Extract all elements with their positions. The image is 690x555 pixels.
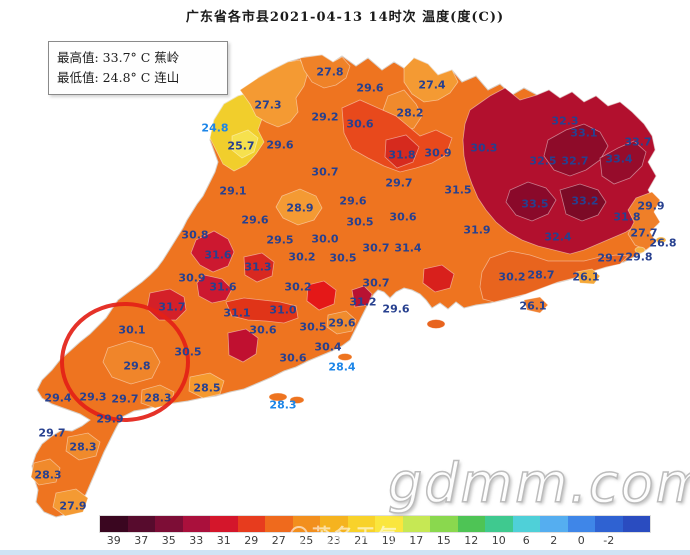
- region-crimson-w2: [196, 274, 233, 304]
- colorbar-tick-label: 23: [326, 534, 341, 547]
- colorbar-tick-label: 12: [464, 534, 479, 547]
- colorbar-ticks: 39 37 35 33 31 29 27 25 23 21 19 17 15 12 10 6 2 0 -2: [100, 534, 650, 547]
- colorbar-segment: [292, 516, 320, 532]
- region-se-coast: [479, 250, 629, 303]
- colorbar-tick-label: 21: [354, 534, 369, 547]
- colorbar-tick-label: 39: [106, 534, 121, 547]
- colorbar-tick-label: 0: [577, 534, 585, 547]
- colorbar-segment: [100, 516, 128, 532]
- region-dark-red-estuary: [351, 285, 373, 308]
- max-value-line: 最高值: 33.7° C 蕉岭: [57, 50, 180, 65]
- colorbar-tick-label: 33: [189, 534, 204, 547]
- bottom-edge-strip: [0, 550, 690, 555]
- island-east1: [634, 246, 646, 254]
- region-red-310: [225, 297, 299, 324]
- colorbar-tick-label: 27: [271, 534, 286, 547]
- colorbar-segment: [347, 516, 375, 532]
- colorbar-tick-label: -2: [603, 534, 615, 547]
- island-sw2: [289, 396, 305, 404]
- region-red-band: [341, 99, 453, 173]
- region-pale-yellow: [231, 129, 259, 159]
- annotation-circle: [60, 302, 190, 422]
- colorbar-segment: [320, 516, 348, 532]
- colorbar-segment: [237, 516, 265, 532]
- colorbar-tick-label: 6: [522, 534, 530, 547]
- colorbar-segment: [595, 516, 623, 532]
- region-red-313: [243, 252, 275, 283]
- colorbar-cells: [100, 516, 650, 532]
- region-peninsula-279: [52, 488, 89, 517]
- island-east2: [655, 236, 667, 244]
- island-estuary: [426, 319, 446, 329]
- colorbar-tick-label: 19: [381, 534, 396, 547]
- colorbar-segment: [265, 516, 293, 532]
- colorbar-tick-label: 2: [550, 534, 558, 547]
- region-crimson-w1: [190, 230, 235, 273]
- colorbar-segment: [402, 516, 430, 532]
- region-east-coast-orange: [627, 191, 661, 251]
- region-red-318: [384, 134, 420, 169]
- page-title: 广东省各市县2021-04-13 14时次 温度(度(C)): [185, 10, 505, 25]
- region-red-east-delta: [422, 264, 455, 293]
- region-dark-red-sw: [227, 328, 259, 363]
- region-light-orange-n: [403, 57, 459, 103]
- colorbar-tick-label: 37: [134, 534, 149, 547]
- colorbar-segment: [182, 516, 210, 532]
- region-ne-darker1: [543, 123, 609, 177]
- colorbar-segment: [155, 516, 183, 532]
- colorbar-tick-label: 35: [161, 534, 176, 547]
- colorbar-tick-label: 31: [216, 534, 231, 547]
- region-sw-light1: [188, 372, 225, 399]
- temperature-colorbar: 39 37 35 33 31 29 27 25 23 21 19 17 15 12 10 6 2 0 -2: [100, 516, 650, 547]
- region-ne-darker3: [505, 181, 557, 222]
- colorbar-segment: [622, 516, 650, 532]
- region-orange-north: [299, 54, 351, 89]
- region-circle-area: [102, 340, 161, 385]
- colorbar-segment: [210, 516, 238, 532]
- region-se-cool-patch: [575, 268, 601, 285]
- region-light-orange-c: [275, 188, 323, 226]
- region-coast-296: [326, 310, 357, 335]
- colorbar-segment: [457, 516, 485, 532]
- region-se-peninsula: [523, 296, 549, 314]
- colorbar-tick-label: 25: [299, 534, 314, 547]
- colorbar-segment: [512, 516, 540, 532]
- colorbar-segment: [485, 516, 513, 532]
- colorbar-segment: [375, 516, 403, 532]
- region-light-orange-nw: [239, 59, 309, 128]
- island-sw1: [268, 392, 288, 402]
- colorbar-segment: [127, 516, 155, 532]
- extremes-info-box: 最高值: 33.7° C 蕉岭 最低值: 24.8° C 连山: [48, 41, 228, 95]
- region-bright-red-delta: [306, 280, 337, 311]
- colorbar-tick-label: 29: [244, 534, 259, 547]
- colorbar-tick-label: [623, 534, 651, 547]
- colorbar-segment: [430, 516, 458, 532]
- colorbar-tick-label: 15: [436, 534, 451, 547]
- region-peninsula-283b: [30, 458, 61, 486]
- colorbar-tick-label: 10: [491, 534, 506, 547]
- colorbar-segment: [540, 516, 568, 532]
- colorbar-segment: [567, 516, 595, 532]
- region-peninsula-283: [65, 432, 101, 461]
- region-ne-darkest: [559, 183, 607, 222]
- region-ne-darker2: [599, 140, 647, 185]
- min-value-line: 最低值: 24.8° C 连山: [57, 70, 180, 85]
- colorbar-tick-label: 17: [409, 534, 424, 547]
- island-coast: [337, 353, 353, 361]
